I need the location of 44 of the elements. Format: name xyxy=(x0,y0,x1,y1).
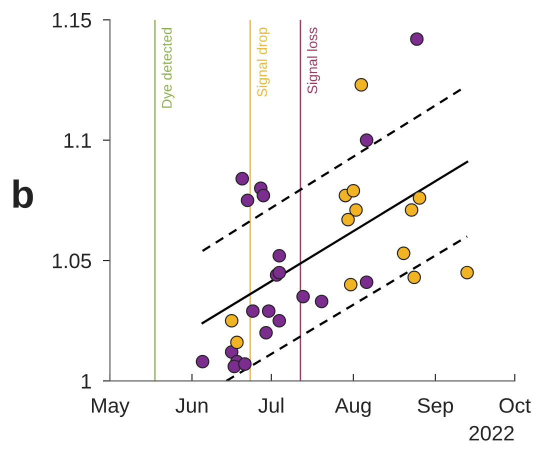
point xyxy=(235,172,250,186)
point xyxy=(296,290,310,304)
x-tick-label: Aug xyxy=(334,398,371,417)
x-tick-label: May xyxy=(92,398,130,417)
point xyxy=(224,314,238,328)
y-tick-label: 1.15 xyxy=(52,13,92,28)
point xyxy=(460,266,474,280)
point xyxy=(196,354,210,368)
point xyxy=(228,360,242,374)
point xyxy=(272,314,286,328)
point xyxy=(346,184,360,198)
point xyxy=(314,294,328,308)
point xyxy=(412,191,426,205)
point xyxy=(354,78,368,92)
point xyxy=(407,270,421,284)
point xyxy=(360,133,374,147)
ref-line-label: Dye detected xyxy=(162,28,174,108)
point xyxy=(341,212,355,226)
point xyxy=(272,266,286,280)
y-tick-label: 1 xyxy=(82,374,91,388)
point xyxy=(410,32,424,46)
text: b xyxy=(13,180,33,208)
x-tick-label: Sep xyxy=(418,398,454,417)
point xyxy=(246,304,260,318)
ref-line-label: Signal drop xyxy=(256,28,270,97)
point xyxy=(360,275,374,289)
point xyxy=(262,304,276,318)
point xyxy=(349,203,363,217)
x-tick-label: Oct xyxy=(500,398,531,413)
y-tick-label: 1.1 xyxy=(64,133,91,148)
x-tick-label: Jul xyxy=(258,398,284,413)
point xyxy=(344,278,358,292)
point xyxy=(272,248,286,262)
y-tick-label: 1.05 xyxy=(52,254,92,268)
ref-line-label: Signal loss xyxy=(307,28,320,94)
point xyxy=(259,326,273,340)
x-axis-title: 2022 xyxy=(469,426,514,441)
point xyxy=(230,336,244,350)
point xyxy=(238,357,252,371)
point xyxy=(396,246,410,260)
point xyxy=(240,194,254,208)
point xyxy=(404,203,418,217)
x-tick-label: Jun xyxy=(176,398,208,413)
point xyxy=(256,188,270,202)
